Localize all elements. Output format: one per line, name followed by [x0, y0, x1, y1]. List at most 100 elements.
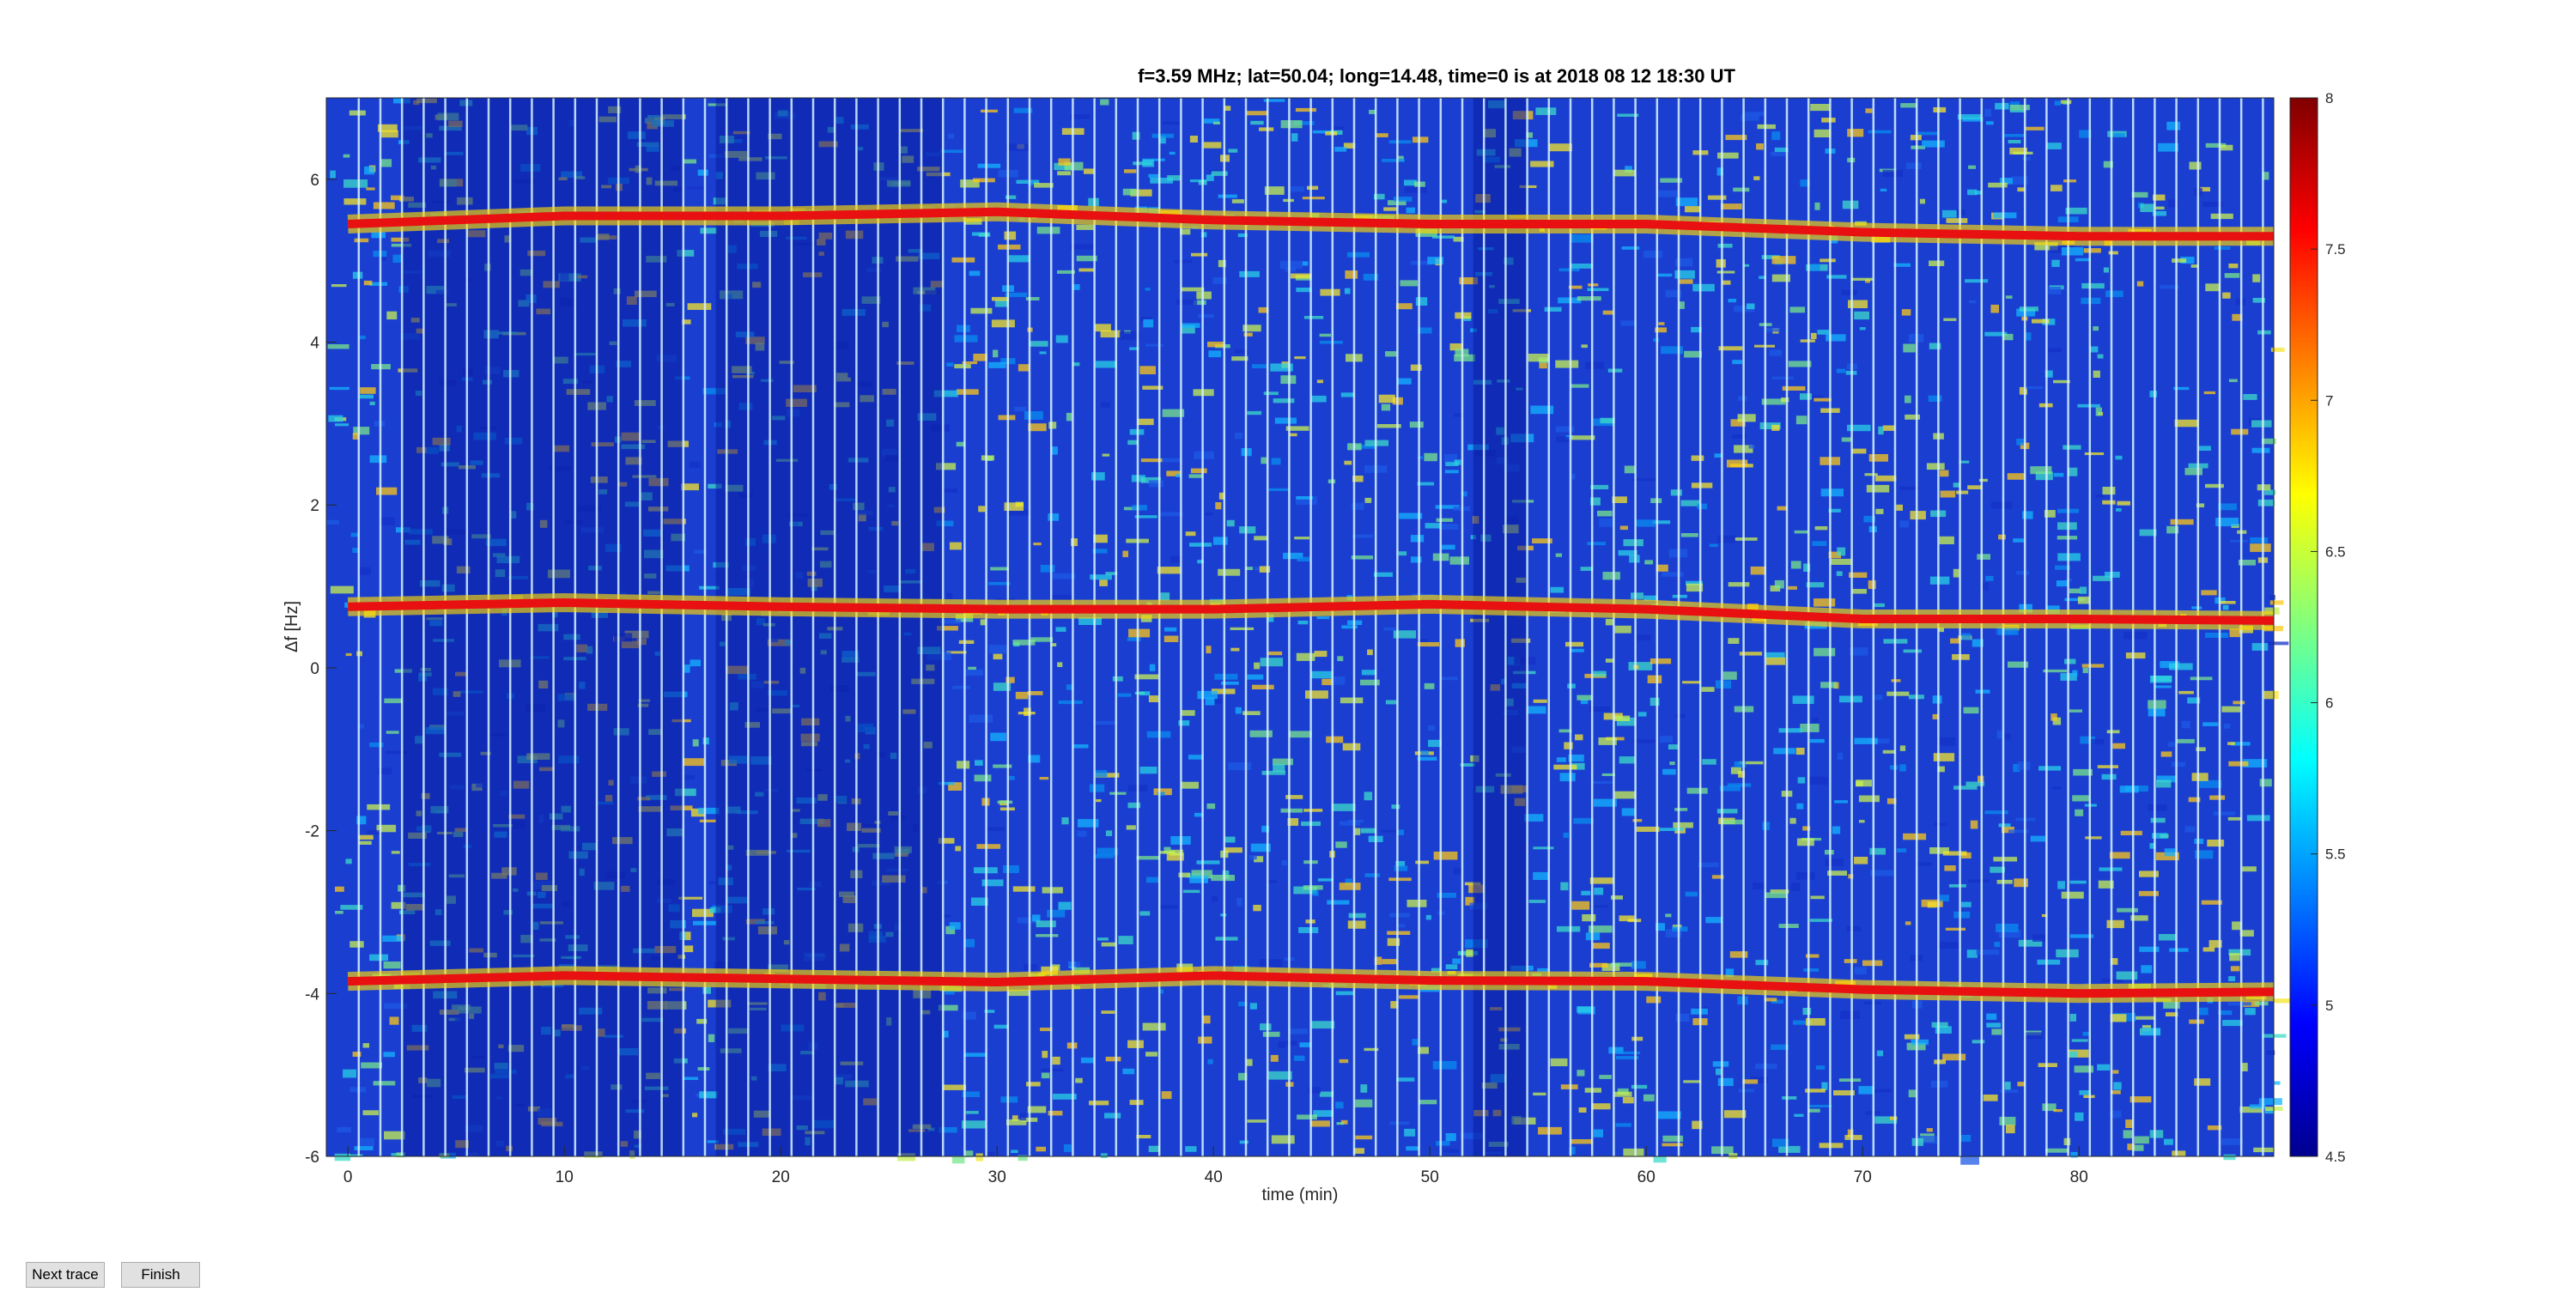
heatmap-cell — [1737, 414, 1756, 422]
heatmap-cell — [955, 846, 962, 852]
heatmap-cell — [1181, 287, 1205, 292]
heatmap-cell — [1656, 564, 1668, 572]
heatmap-cell — [1129, 1100, 1144, 1106]
heatmap-cell — [1727, 783, 1752, 787]
heatmap-cell — [1425, 914, 1431, 920]
heatmap-cell — [1305, 690, 1328, 699]
heatmap-cell — [1251, 364, 1268, 368]
heatmap-cell — [692, 908, 714, 918]
heatmap-cell — [1912, 136, 1923, 145]
heatmap-cell — [1330, 676, 1346, 685]
heatmap-cell — [1528, 354, 1550, 362]
heatmap-cell — [360, 1137, 374, 1147]
heatmap-cell — [1364, 497, 1372, 503]
heatmap-cell — [2254, 1001, 2269, 1006]
heatmap-cell — [1041, 1072, 1050, 1079]
heatmap-cell — [369, 401, 375, 405]
heatmap-cell — [1621, 246, 1640, 250]
heatmap-cell — [2230, 539, 2248, 543]
heatmap-cell — [1872, 695, 1883, 701]
heatmap-cell — [2228, 761, 2249, 767]
heatmap-cell — [1385, 351, 1397, 357]
heatmap-cell — [1211, 171, 1228, 176]
heatmap-cell — [1675, 713, 1686, 719]
heatmap-cell — [1464, 882, 1481, 886]
heatmap-cell — [1533, 846, 1554, 850]
heatmap-cell — [2003, 134, 2025, 137]
heatmap-cell — [1830, 558, 1852, 565]
heatmap-cell — [939, 1127, 957, 1133]
heatmap-cell — [1142, 1022, 1166, 1031]
heatmap-cell — [1971, 1040, 1985, 1044]
heatmap-cell — [2026, 126, 2044, 130]
heatmap-cell — [1278, 1040, 1286, 1048]
heatmap-cell — [1826, 334, 1846, 342]
heatmap-cell — [1620, 320, 1637, 326]
heatmap-cell — [1756, 143, 1764, 150]
heatmap-cell — [1340, 1119, 1348, 1125]
heatmap-cell — [343, 1069, 356, 1078]
heatmap-cell — [1901, 309, 1911, 316]
heatmap-cell — [1442, 544, 1455, 550]
heatmap-cell — [2098, 880, 2114, 889]
heatmap-cell — [1657, 1111, 1681, 1119]
heatmap-cell — [1905, 414, 1920, 420]
heatmap-cell — [1971, 639, 1984, 647]
heatmap-cell — [2223, 723, 2231, 729]
heatmap-cell — [1312, 130, 1334, 134]
heatmap-cell — [694, 549, 707, 554]
heatmap-cell — [2227, 816, 2242, 821]
heatmap-cell — [1903, 649, 1922, 653]
heatmap-cell — [2120, 830, 2142, 835]
heatmap-cell — [1197, 560, 1204, 564]
heatmap-cell — [1007, 775, 1015, 780]
heatmap-cell — [993, 682, 1012, 691]
heatmap-cell — [963, 1011, 976, 1020]
heatmap-cell — [1118, 936, 1133, 944]
heatmap-cell — [1226, 519, 1235, 527]
heatmap-cell — [2000, 1089, 2019, 1093]
heatmap-cell — [2069, 1051, 2078, 1058]
heatmap-cell — [697, 169, 708, 176]
heatmap-cell — [948, 133, 955, 139]
heatmap-cell — [1788, 361, 1812, 367]
heatmap-cell — [1460, 763, 1475, 767]
heatmap-cell — [681, 483, 699, 491]
heatmap-cell — [1389, 1121, 1410, 1125]
heatmap-cell — [366, 187, 375, 191]
heatmap-cell — [2009, 148, 2027, 155]
heatmap-cell — [2172, 1150, 2186, 1156]
heatmap-cell — [1119, 331, 1140, 340]
heatmap-cell — [2173, 386, 2190, 391]
heatmap-cell — [1771, 131, 1781, 141]
heatmap-cell — [1298, 927, 1319, 933]
heatmap-cell — [1960, 1156, 1979, 1165]
heatmap-cell — [1449, 343, 1463, 351]
heatmap-cell — [1089, 1101, 1109, 1106]
next-trace-button[interactable]: Next trace — [26, 1262, 105, 1288]
x-axis: 0 10 20 30 40 50 60 70 80 — [343, 1146, 2088, 1186]
heatmap-cell — [1716, 270, 1735, 274]
heatmap-cell — [1445, 1133, 1456, 1142]
heatmap-cell — [1623, 539, 1643, 547]
finish-button[interactable]: Finish — [121, 1262, 200, 1288]
heatmap-cell — [1158, 905, 1178, 909]
heatmap-cell — [1731, 434, 1747, 439]
heatmap-cell — [1988, 182, 2008, 188]
heatmap-cell — [682, 159, 696, 164]
heatmap-cell — [2018, 939, 2043, 947]
heatmap-cell — [2198, 446, 2211, 451]
heatmap-cell — [1017, 917, 1040, 924]
heatmap-cell — [1293, 121, 1315, 125]
heatmap-cell — [1005, 676, 1015, 683]
heatmap-cell — [1268, 614, 1274, 622]
heatmap-cell — [2169, 948, 2189, 952]
heatmap-cell — [1393, 630, 1417, 639]
heatmap-cell — [369, 455, 387, 464]
heatmap-cell — [1243, 332, 1253, 337]
heatmap-cell — [1148, 1145, 1160, 1152]
heatmap-cell — [945, 925, 956, 935]
heatmap-cell — [683, 931, 691, 941]
heatmap-cell — [1673, 822, 1693, 828]
